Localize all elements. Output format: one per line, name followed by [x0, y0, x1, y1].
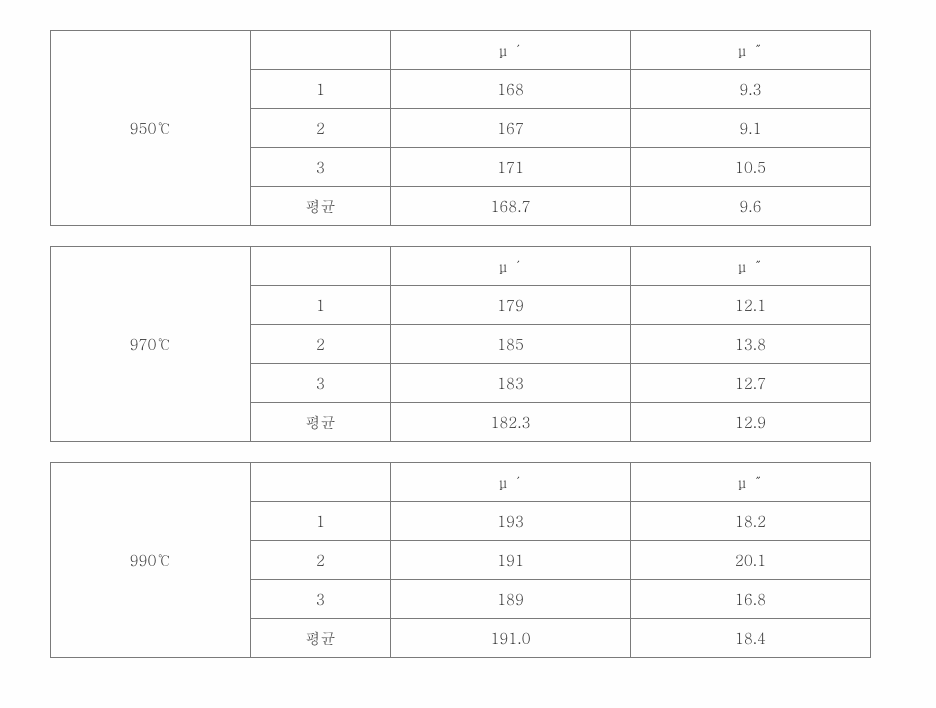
row-index-cell: 2 [251, 325, 391, 364]
mu-double-prime-cell: 16.8 [631, 580, 871, 619]
tables-root: 950℃µ ′µ ″11689.321679.1317110.5평균168.79… [50, 30, 886, 658]
row-index-cell: 1 [251, 502, 391, 541]
mu-prime-cell: 168.7 [391, 187, 631, 226]
mu-prime-cell: 182.3 [391, 403, 631, 442]
row-index-cell: 1 [251, 70, 391, 109]
data-table-block: 990℃µ ′µ ″119318.2219120.1318916.8평균191.… [50, 462, 886, 658]
mu-prime-cell: 171 [391, 148, 631, 187]
data-table: 990℃µ ′µ ″119318.2219120.1318916.8평균191.… [50, 462, 871, 658]
table-row: 970℃µ ′µ ″ [51, 247, 871, 286]
mu-prime-cell: 185 [391, 325, 631, 364]
mu-prime-cell: 179 [391, 286, 631, 325]
mu-prime-cell: 168 [391, 70, 631, 109]
mu-prime-header: µ ′ [391, 31, 631, 70]
data-table: 950℃µ ′µ ″11689.321679.1317110.5평균168.79… [50, 30, 871, 226]
data-table-block: 950℃µ ′µ ″11689.321679.1317110.5평균168.79… [50, 30, 886, 226]
mu-double-prime-cell: 13.8 [631, 325, 871, 364]
mu-prime-cell: 193 [391, 502, 631, 541]
mu-double-prime-cell: 12.9 [631, 403, 871, 442]
mu-double-prime-cell: 10.5 [631, 148, 871, 187]
mu-prime-header: µ ′ [391, 247, 631, 286]
mu-double-prime-header: µ ″ [631, 247, 871, 286]
mu-double-prime-cell: 20.1 [631, 541, 871, 580]
mu-double-prime-cell: 9.1 [631, 109, 871, 148]
row-index-cell: 2 [251, 109, 391, 148]
table-row: 950℃µ ′µ ″ [51, 31, 871, 70]
mu-prime-cell: 191.0 [391, 619, 631, 658]
temperature-label-cell: 950℃ [51, 31, 251, 226]
mu-prime-header: µ ′ [391, 463, 631, 502]
row-index-cell: 1 [251, 286, 391, 325]
row-index-cell: 3 [251, 580, 391, 619]
mu-double-prime-cell: 12.1 [631, 286, 871, 325]
mu-prime-cell: 167 [391, 109, 631, 148]
mu-double-prime-cell: 9.3 [631, 70, 871, 109]
mu-double-prime-cell: 18.4 [631, 619, 871, 658]
mu-prime-cell: 189 [391, 580, 631, 619]
table-row: 990℃µ ′µ ″ [51, 463, 871, 502]
mu-double-prime-header: µ ″ [631, 463, 871, 502]
row-index-cell: 평균 [251, 619, 391, 658]
mu-prime-cell: 183 [391, 364, 631, 403]
row-index-cell: 평균 [251, 403, 391, 442]
mu-prime-cell: 191 [391, 541, 631, 580]
data-table: 970℃µ ′µ ″117912.1218513.8318312.7평균182.… [50, 246, 871, 442]
blank-header-cell [251, 31, 391, 70]
temperature-label-cell: 970℃ [51, 247, 251, 442]
mu-double-prime-header: µ ″ [631, 31, 871, 70]
row-index-cell: 3 [251, 148, 391, 187]
mu-double-prime-cell: 18.2 [631, 502, 871, 541]
row-index-cell: 3 [251, 364, 391, 403]
data-table-block: 970℃µ ′µ ″117912.1218513.8318312.7평균182.… [50, 246, 886, 442]
blank-header-cell [251, 247, 391, 286]
blank-header-cell [251, 463, 391, 502]
temperature-label-cell: 990℃ [51, 463, 251, 658]
mu-double-prime-cell: 9.6 [631, 187, 871, 226]
row-index-cell: 2 [251, 541, 391, 580]
mu-double-prime-cell: 12.7 [631, 364, 871, 403]
row-index-cell: 평균 [251, 187, 391, 226]
